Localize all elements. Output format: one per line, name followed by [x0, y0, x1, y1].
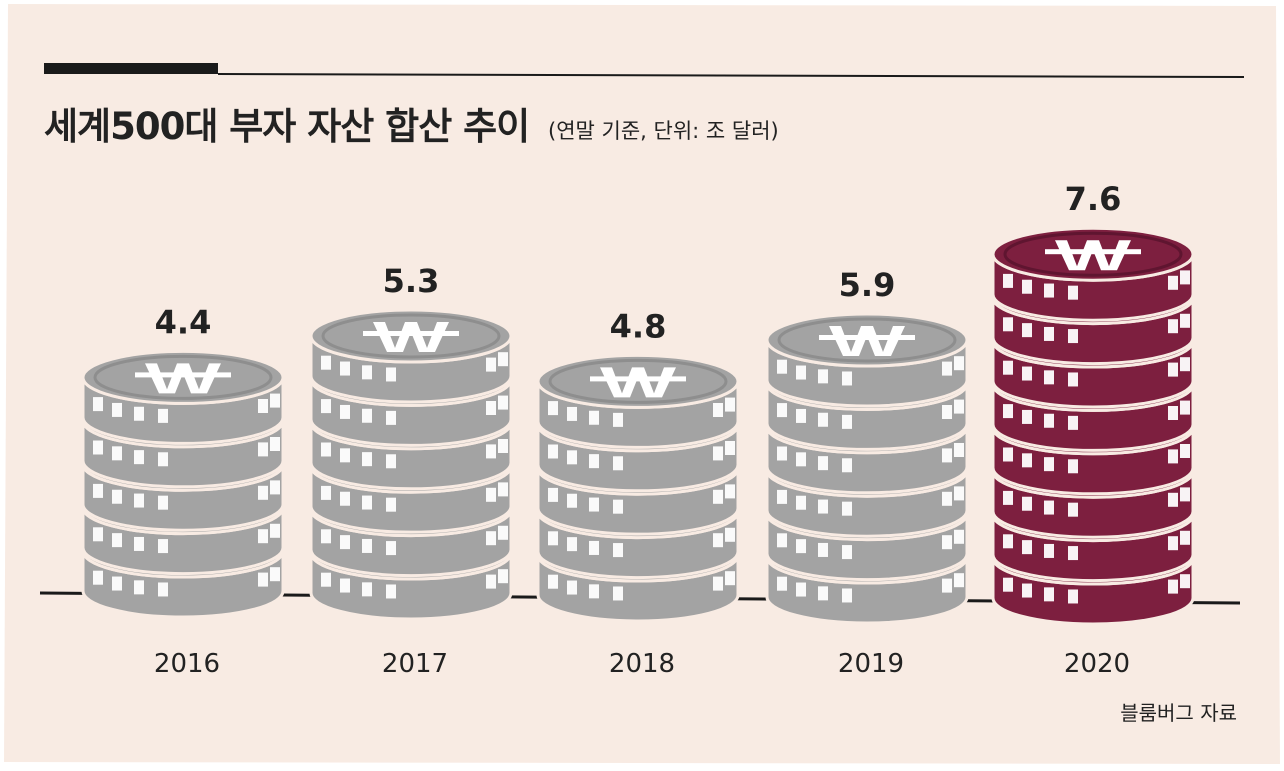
won-icon — [1045, 240, 1141, 271]
coin-stack-2018: 4.8 2018 — [536, 307, 740, 679]
coin-inner-ring — [93, 354, 273, 400]
chart-title: 세계500대 부자 자산 합산 추이 — [44, 105, 529, 148]
won-icon — [590, 367, 686, 398]
coin-notches — [321, 482, 508, 512]
coin-notches — [548, 484, 735, 514]
coin-notches — [548, 397, 735, 427]
coin-inner-ring — [1003, 231, 1183, 277]
bar — [536, 353, 740, 623]
source-note: 블룸버그 자료 — [1120, 701, 1237, 725]
coin-notches — [548, 440, 735, 471]
coin-notches — [93, 393, 280, 423]
coin-notches — [321, 569, 508, 599]
coin-notches — [93, 523, 280, 554]
coin-notches — [93, 436, 280, 467]
coin-notches — [1003, 574, 1190, 604]
value-label: 5.3 — [383, 262, 440, 300]
coin-notches — [777, 486, 964, 516]
coin-stack-2016: 4.4 2016 — [81, 303, 285, 679]
coin-inner-ring — [321, 313, 501, 359]
won-icon — [363, 322, 459, 352]
header-rule-thin — [217, 73, 1245, 78]
value-label: 4.8 — [610, 307, 667, 345]
won-icon — [819, 326, 915, 356]
coin-notches — [1003, 530, 1190, 561]
coin-notches — [1003, 270, 1190, 300]
bar — [81, 349, 285, 619]
x-tick-label: 2017 — [382, 649, 448, 679]
coin-notches — [1003, 443, 1190, 474]
coin-notches — [777, 356, 964, 386]
coin-notches — [321, 352, 508, 382]
coin-notches — [93, 567, 280, 597]
coin-notches — [777, 442, 964, 473]
coin-notches — [1003, 357, 1190, 387]
coin-stack-2017: 5.3 2017 — [309, 262, 513, 679]
coin-notches — [777, 529, 964, 560]
coin-stack-2019: 5.9 2019 — [765, 266, 969, 679]
value-label: 4.4 — [155, 303, 212, 341]
coin-notches — [93, 480, 280, 510]
chart-subtitle: (연말 기준, 단위: 조 달러) — [548, 119, 779, 143]
x-tick-label: 2018 — [609, 649, 675, 679]
coin-notches — [777, 399, 964, 429]
coin-notches — [321, 395, 508, 425]
coin-notches — [1003, 487, 1190, 517]
x-tick-label: 2020 — [1064, 649, 1130, 679]
bar — [991, 226, 1195, 626]
coin-notches — [777, 573, 964, 603]
won-icon — [135, 363, 231, 394]
coin-notches — [1003, 313, 1190, 344]
coin-notches — [321, 525, 508, 556]
coin-face — [991, 226, 1195, 282]
x-tick-label: 2019 — [838, 649, 904, 679]
header-rule-thick — [44, 63, 218, 74]
coin-notches — [548, 571, 735, 601]
coin-inner-ring — [777, 317, 957, 363]
coin-notches — [548, 527, 735, 558]
coin-stacks: 4.4 2016 5.3 2017 4.8 2018 5.9 2019 7.6 2020 — [81, 180, 1195, 679]
x-tick-label: 2016 — [154, 649, 220, 679]
value-label: 7.6 — [1065, 180, 1122, 218]
coin-inner-ring — [548, 358, 728, 404]
coin-stack-2020: 7.6 2020 — [991, 180, 1195, 679]
value-label: 5.9 — [839, 266, 896, 304]
coin-notches — [321, 438, 508, 469]
coin-notches — [1003, 400, 1190, 430]
